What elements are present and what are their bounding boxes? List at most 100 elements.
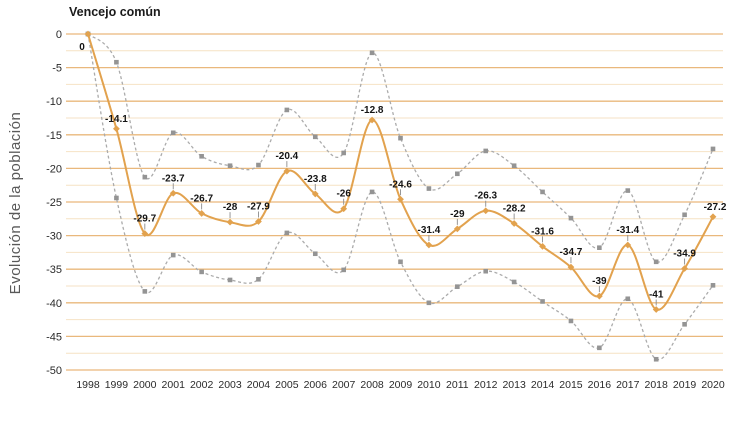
ci-marker [199,154,204,159]
x-tick-label: 2005 [275,379,299,391]
data-label: -14.1 [105,114,128,125]
main-marker [169,189,177,197]
x-tick-label: 2014 [531,379,555,391]
ci-marker [625,188,631,193]
x-tick-label: 2011 [446,379,469,391]
ci-marker [170,252,176,258]
data-label: -27.2 [704,202,727,213]
main-marker [141,230,149,237]
data-labels: 0-14.1-29.7-23.7-26.7-28 -27.9-20.4-23.8-… [79,42,727,306]
y-tick-label: -50 [46,365,62,377]
ci-marker [369,50,375,56]
main-marker [84,30,92,38]
main-marker [226,218,234,226]
ci-marker [426,186,432,191]
main-marker [539,242,546,250]
x-tick-label: 1998 [76,379,100,391]
ci-marker [483,148,489,154]
ci-marker [284,230,290,236]
ci-marker [284,107,290,113]
main-marker [652,306,660,313]
main-marker [425,241,433,249]
main-marker [567,263,575,271]
x-tick-label: 2015 [559,379,583,391]
ci-marker [710,283,716,288]
ci-marker [682,322,687,327]
main-marker [510,220,518,227]
chart-title: Vencejo común [69,5,161,19]
x-tick-label: 2016 [588,379,612,391]
ci-marker [625,296,631,302]
data-label: -29 [450,209,465,220]
main-marker [198,210,206,217]
main-marker [311,190,319,198]
x-tick-label: 2009 [389,379,413,391]
ci-marker [227,277,233,283]
data-label: -26.7 [190,193,213,204]
data-label: -31.4 [418,225,441,236]
data-label: -23.8 [304,174,327,185]
ci-marker [540,299,545,304]
y-tick-label: -15 [46,130,62,142]
data-label: -29.7 [133,214,156,225]
x-tick-label: 2017 [616,379,640,391]
ci-marker [142,174,148,180]
x-tick-label: 2013 [502,379,526,391]
ci-marker [369,189,375,195]
ci-marker [398,135,403,141]
main-marker [624,241,632,249]
main-marker [681,265,688,272]
x-tick-label: 2003 [218,379,242,391]
main-marker [595,292,603,300]
ci-marker [199,269,204,275]
main-marker [368,116,376,124]
data-label: -41 [649,290,664,301]
y-tick-label: -40 [46,298,62,310]
main-marker [113,125,120,133]
y-tick-label: -30 [46,231,62,243]
ci-marker [341,267,346,273]
ci-marker [653,356,659,362]
data-label: -31.4 [616,225,639,236]
ci-marker [483,268,489,274]
y-tick-label: 0 [56,29,62,41]
data-label: -34.7 [560,247,583,258]
data-label: -23.7 [162,173,185,184]
data-label: -39 [592,276,607,287]
ci-marker [455,171,460,177]
ci-marker [653,259,659,265]
main-series-path [87,33,714,311]
ci-marker [511,163,517,169]
main-marker [340,205,348,213]
data-label: -27.9 [247,201,270,212]
main-marker [482,207,490,215]
data-label: -28.2 [503,204,526,215]
main-marker [397,195,404,203]
x-tick-label: 2001 [162,379,186,391]
intervalo-confianza-inferior-line [85,31,716,362]
ci-marker [114,59,119,65]
main-marker [255,218,262,225]
ci-marker [597,245,602,250]
x-tick-label: 2018 [645,379,669,391]
data-label: -24.6 [389,179,412,190]
x-tick-label: 2010 [417,379,441,391]
data-label: 0 [79,42,85,53]
main-marker [453,225,461,233]
ci-marker [511,279,517,285]
ci-marker [398,259,403,265]
x-axis-labels: 1998 1999 2000 2001 2002 2003 2004 2005 2006 2007… [76,379,725,391]
ci-marker [455,284,460,289]
y-tick-label: -5 [52,63,62,75]
x-tick-label: 2004 [247,379,271,391]
y-axis-labels: 0 -5 -10 -15 -20 -25 -30 -35 -40 -45 -50 [46,29,62,377]
main-marker [283,167,291,175]
y-tick-label: -25 [46,197,62,209]
data-label: -34.9 [673,249,696,260]
x-tick-label: 2019 [673,379,697,391]
ci-marker [568,318,574,324]
data-label: -26 [336,189,351,200]
ci-marker [312,134,318,140]
y-tick-label: -45 [46,331,62,343]
